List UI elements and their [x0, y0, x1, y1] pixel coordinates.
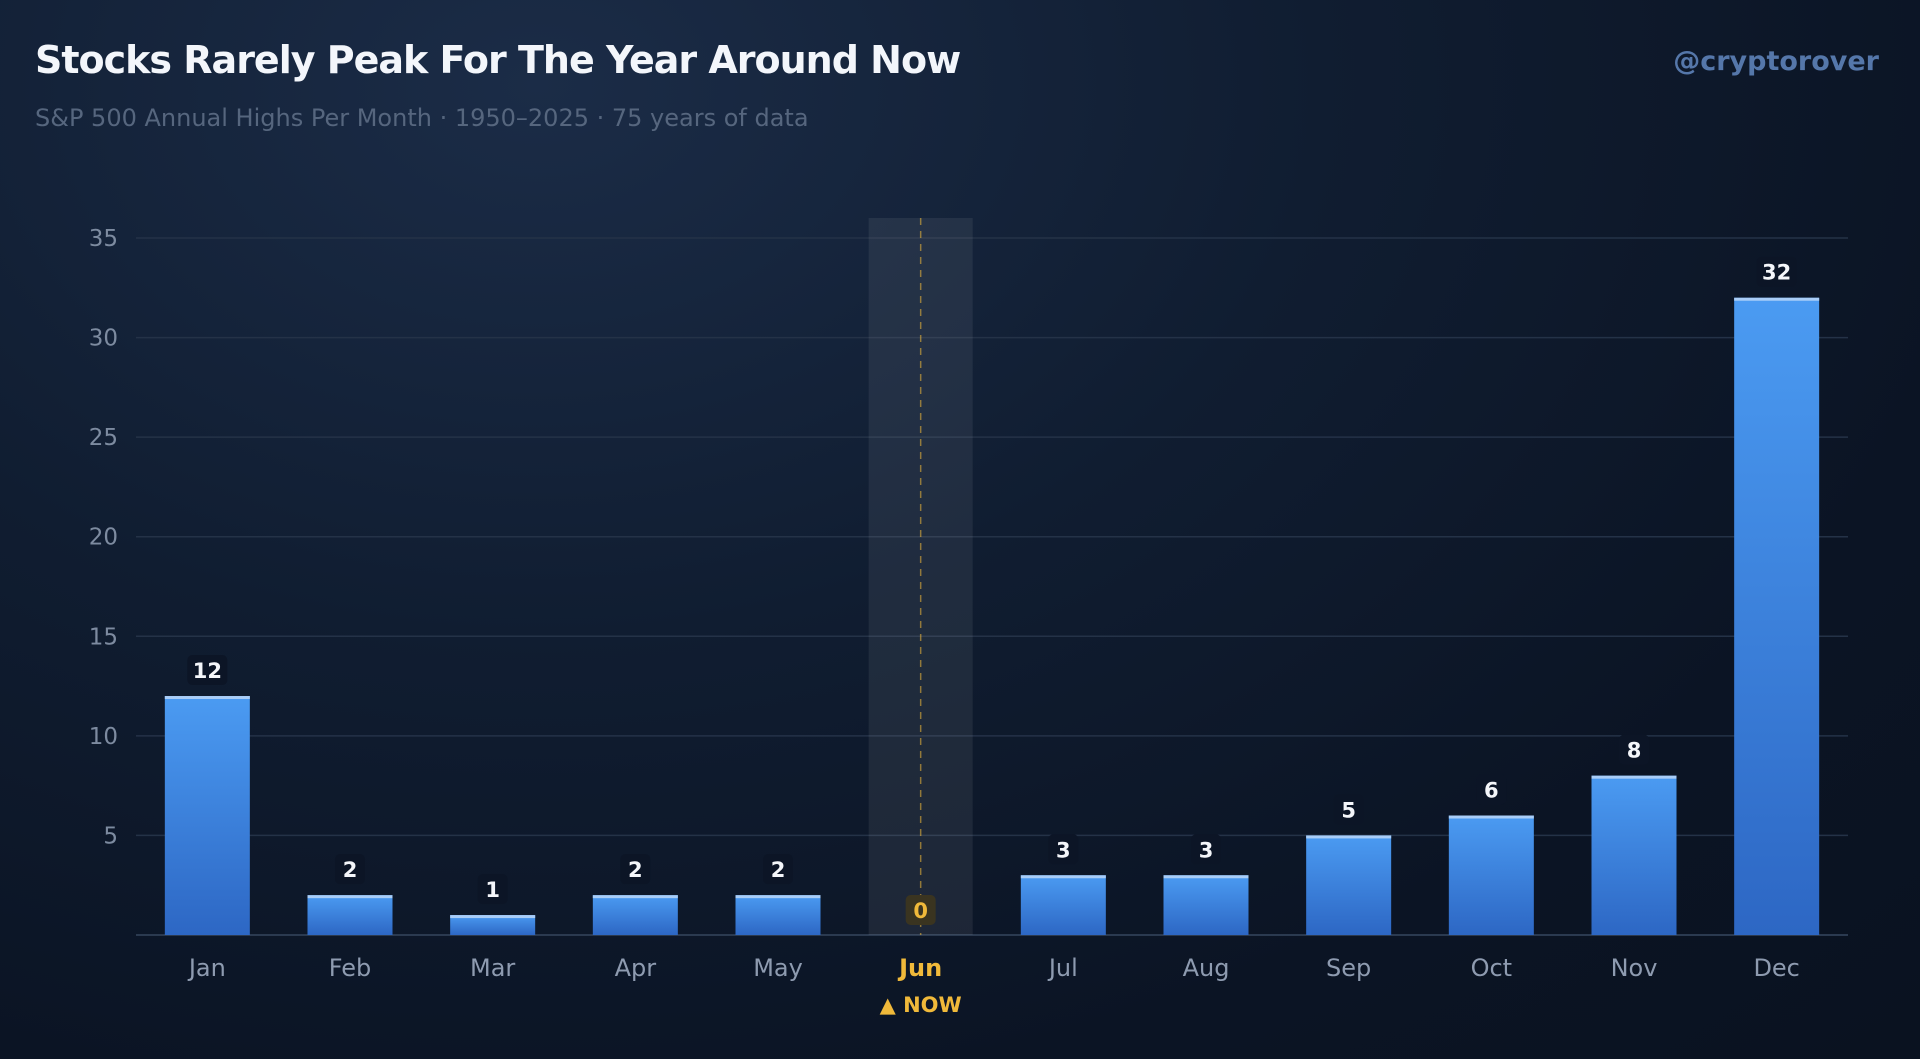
chart-subtitle: S&P 500 Annual Highs Per Month · 1950–20…: [35, 104, 809, 132]
value-label-bg: [763, 854, 793, 885]
value-label-bg: [1756, 256, 1797, 287]
x-tick-label: Sep: [1326, 954, 1371, 982]
bars: [164, 297, 1820, 935]
value-label-bg: [620, 854, 651, 885]
value-label: 0: [913, 899, 928, 923]
x-tick-label: Mar: [470, 954, 515, 982]
bar-sep: [1306, 835, 1392, 935]
value-label-bg: [905, 895, 936, 925]
x-tick-label: Apr: [615, 954, 657, 982]
bar-top-edge: [307, 895, 393, 899]
labels: 510152025303512Jan2Feb1Mar2Apr2May0Jun3J…: [89, 226, 1800, 1017]
y-tick-label: 30: [89, 326, 118, 352]
bar-oct: [1448, 815, 1534, 935]
x-tick-label: Jul: [1047, 954, 1078, 982]
x-tick-label: Feb: [329, 954, 372, 982]
x-tick-label: Aug: [1183, 954, 1230, 982]
x-tick-label: Jun: [897, 954, 942, 982]
y-tick-label: 35: [89, 226, 118, 252]
bar-top-edge: [1591, 775, 1677, 779]
value-label: 2: [628, 858, 643, 882]
x-tick-label: May: [753, 954, 803, 982]
bar-may: [735, 895, 821, 935]
value-label-bg: [1333, 794, 1364, 825]
bar-mar: [450, 915, 536, 935]
bar-top-edge: [450, 915, 536, 919]
value-label-bg: [1048, 834, 1079, 865]
value-label-bg: [477, 874, 508, 905]
bar-aug: [1163, 875, 1249, 935]
bar-nov: [1591, 775, 1677, 935]
value-label-bg: [1476, 774, 1507, 805]
bar-apr: [592, 895, 678, 935]
bar-top-edge: [1734, 297, 1820, 301]
bar-top-edge: [1448, 815, 1534, 819]
x-tick-label: Dec: [1753, 954, 1799, 982]
value-label: 8: [1627, 739, 1642, 763]
value-label-bg: [335, 854, 365, 885]
grid-lines: [136, 237, 1848, 936]
value-label-bg: [1191, 834, 1221, 865]
value-label: 5: [1341, 798, 1356, 822]
bar-jul: [1020, 875, 1106, 935]
bar-jan: [164, 696, 250, 935]
value-label: 3: [1199, 838, 1214, 862]
y-tick-label: 15: [89, 624, 118, 650]
value-label: 12: [193, 659, 222, 683]
y-tick-label: 20: [89, 525, 118, 551]
bar-top-edge: [592, 895, 678, 899]
x-tick-label: Oct: [1471, 954, 1513, 982]
author-handle: @cryptorover: [1673, 46, 1879, 77]
value-label: 3: [1056, 838, 1071, 862]
bar-feb: [307, 895, 393, 935]
bar-dec: [1734, 297, 1820, 935]
value-label-bg: [1619, 734, 1649, 765]
x-tick-label: Jan: [187, 954, 226, 982]
bar-top-edge: [735, 895, 821, 899]
x-tick-label: Nov: [1611, 954, 1658, 982]
chart-title: Stocks Rarely Peak For The Year Around N…: [35, 38, 961, 82]
value-label: 2: [343, 858, 358, 882]
y-tick-label: 5: [103, 823, 118, 849]
bar-top-edge: [1306, 835, 1392, 839]
value-label: 32: [1762, 261, 1791, 285]
value-label: 1: [485, 878, 500, 902]
bar-top-edge: [1020, 875, 1106, 879]
highlight-region: [868, 218, 973, 935]
y-tick-label: 10: [89, 724, 118, 750]
now-marker-label: ▲ NOW: [880, 993, 962, 1017]
bar-top-edge: [1163, 875, 1249, 879]
value-label-bg: [187, 655, 228, 686]
bar-top-edge: [164, 696, 250, 700]
value-label: 2: [771, 858, 786, 882]
y-tick-label: 25: [89, 425, 118, 451]
value-label: 6: [1484, 779, 1499, 803]
